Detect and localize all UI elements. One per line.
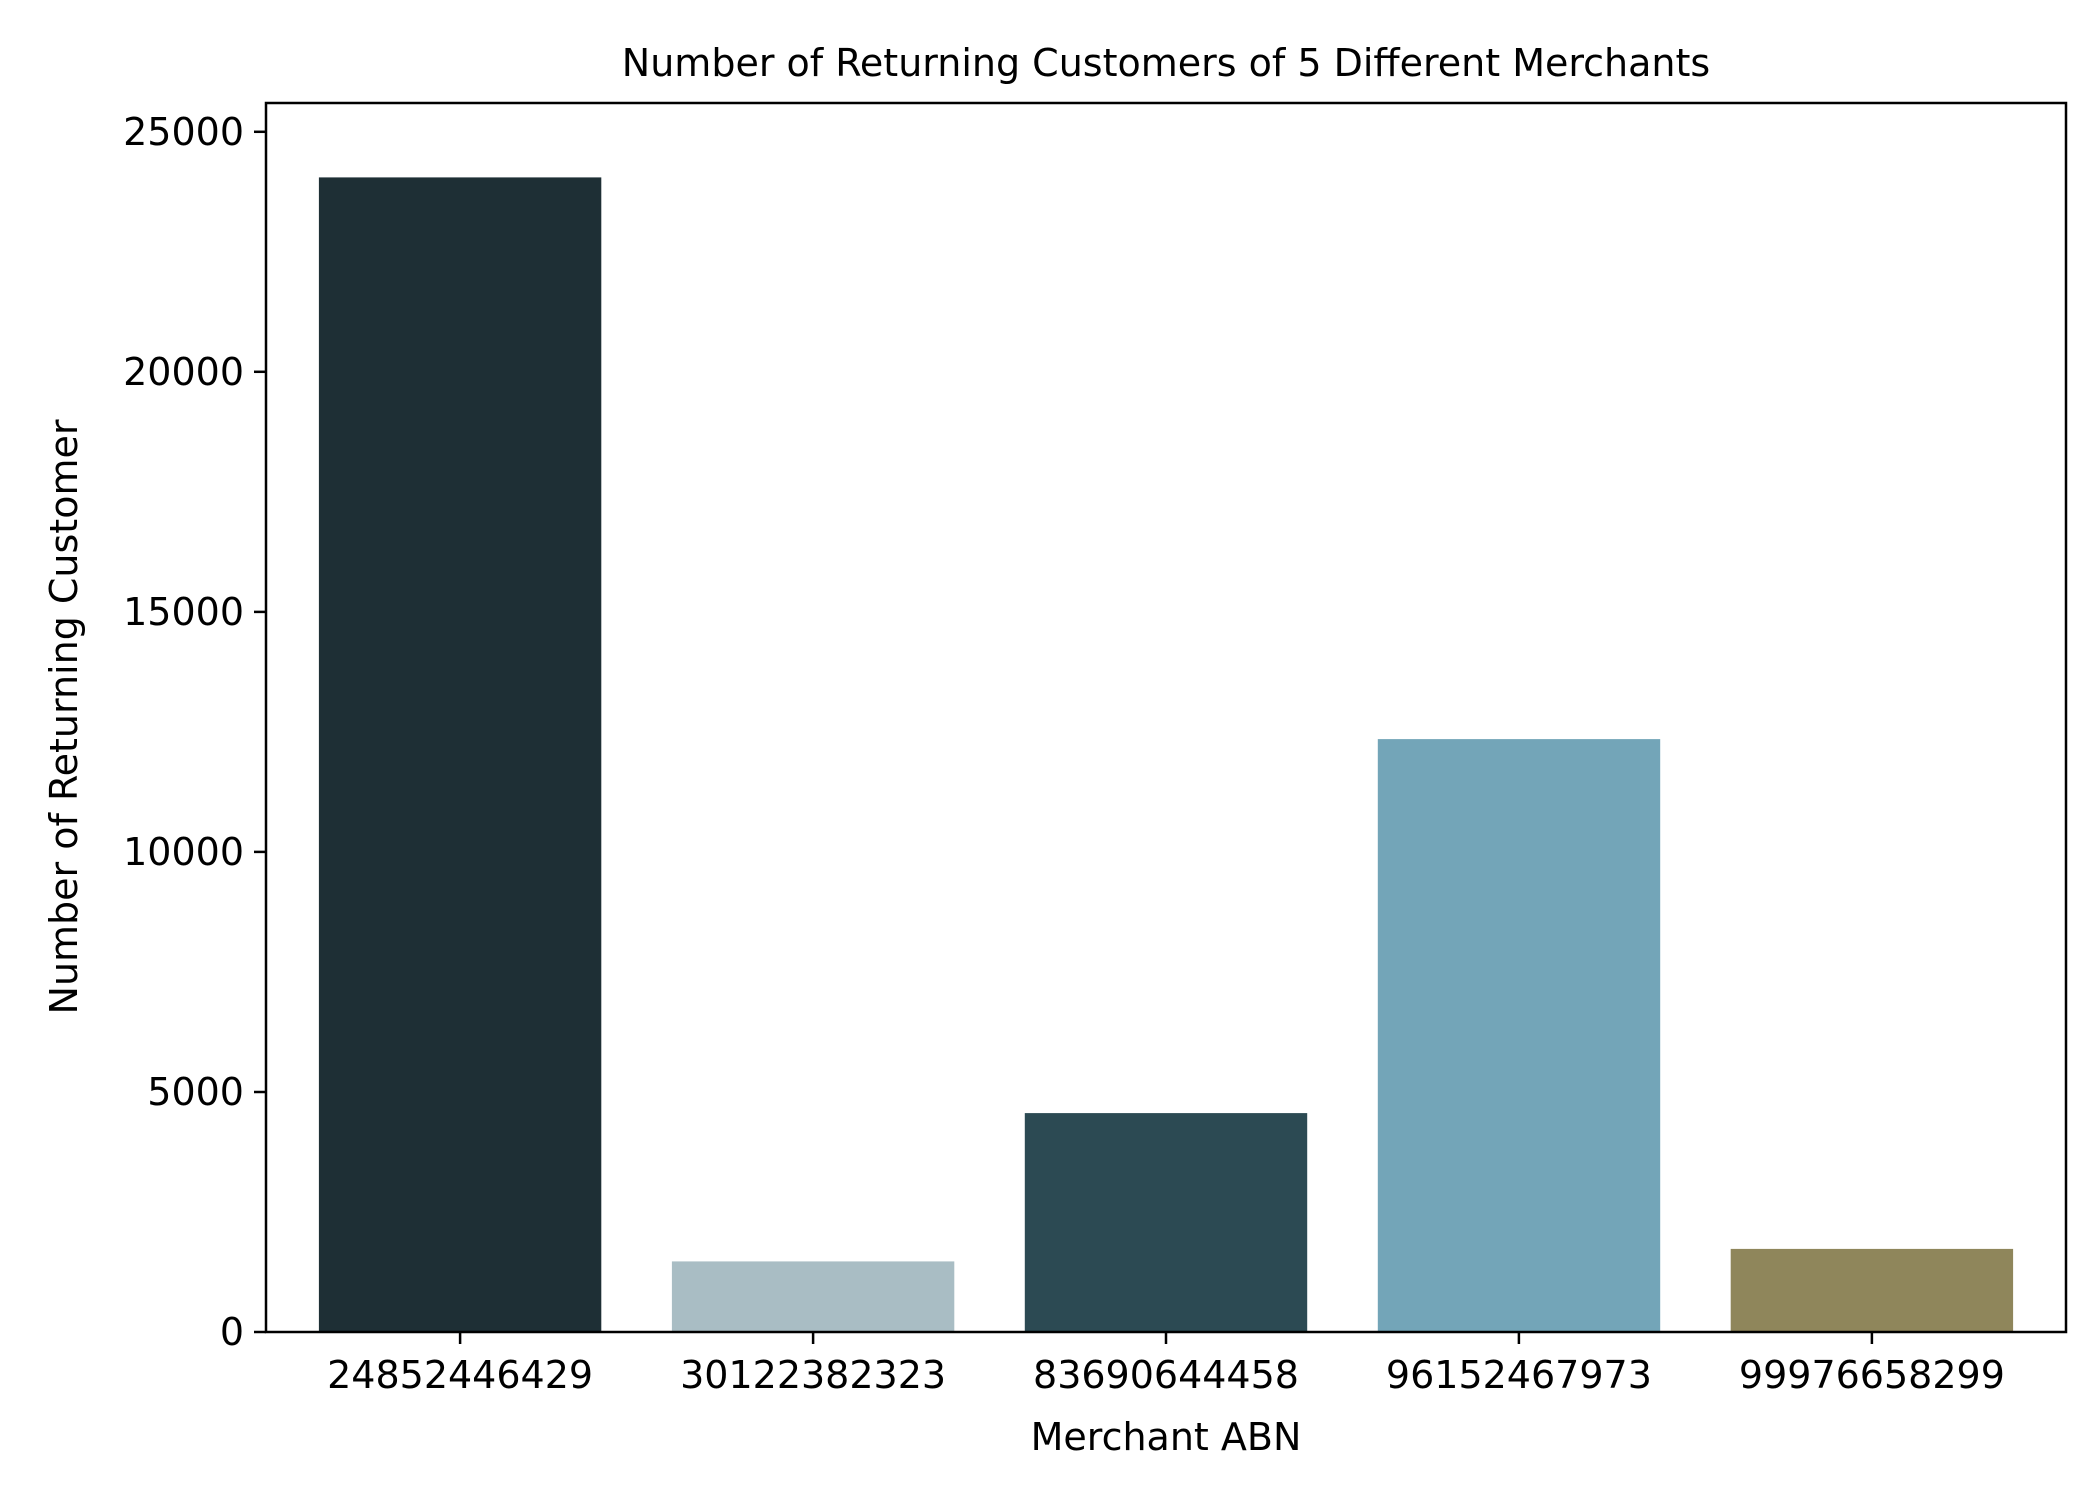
y-tick-label: 20000 bbox=[123, 350, 244, 394]
y-tick-label: 0 bbox=[220, 1310, 244, 1354]
x-tick-label: 99976658299 bbox=[1739, 1353, 2005, 1397]
bar-99976658299 bbox=[1730, 1248, 2014, 1332]
bar-83690644458 bbox=[1024, 1113, 1308, 1332]
x-tick-label: 96152467973 bbox=[1386, 1353, 1652, 1397]
x-tick-label: 83690644458 bbox=[1033, 1353, 1299, 1397]
y-tick-label: 15000 bbox=[123, 590, 244, 634]
y-axis-label: Number of Returning Customer bbox=[42, 419, 86, 1014]
chart-title: Number of Returning Customers of 5 Diffe… bbox=[622, 41, 1710, 85]
x-axis-label: Merchant ABN bbox=[1031, 1415, 1302, 1459]
x-tick-label: 30122382323 bbox=[680, 1353, 946, 1397]
y-tick-label: 5000 bbox=[147, 1070, 244, 1114]
x-axis-ticks: 24852446429 30122382323 83690644458 9615246… bbox=[327, 1332, 2005, 1397]
plot-frame bbox=[264, 101, 2068, 1334]
x-tick-label: 24852446429 bbox=[327, 1353, 593, 1397]
bar-24852446429 bbox=[318, 177, 602, 1332]
y-tick-label: 10000 bbox=[123, 830, 244, 874]
bar-30122382323 bbox=[671, 1261, 955, 1332]
bar-96152467973 bbox=[1377, 739, 1661, 1332]
bars-layer bbox=[318, 177, 2014, 1332]
y-axis-ticks: 0 5000 10000 15000 20000 25000 bbox=[123, 110, 266, 1354]
y-tick-label: 25000 bbox=[123, 110, 244, 154]
